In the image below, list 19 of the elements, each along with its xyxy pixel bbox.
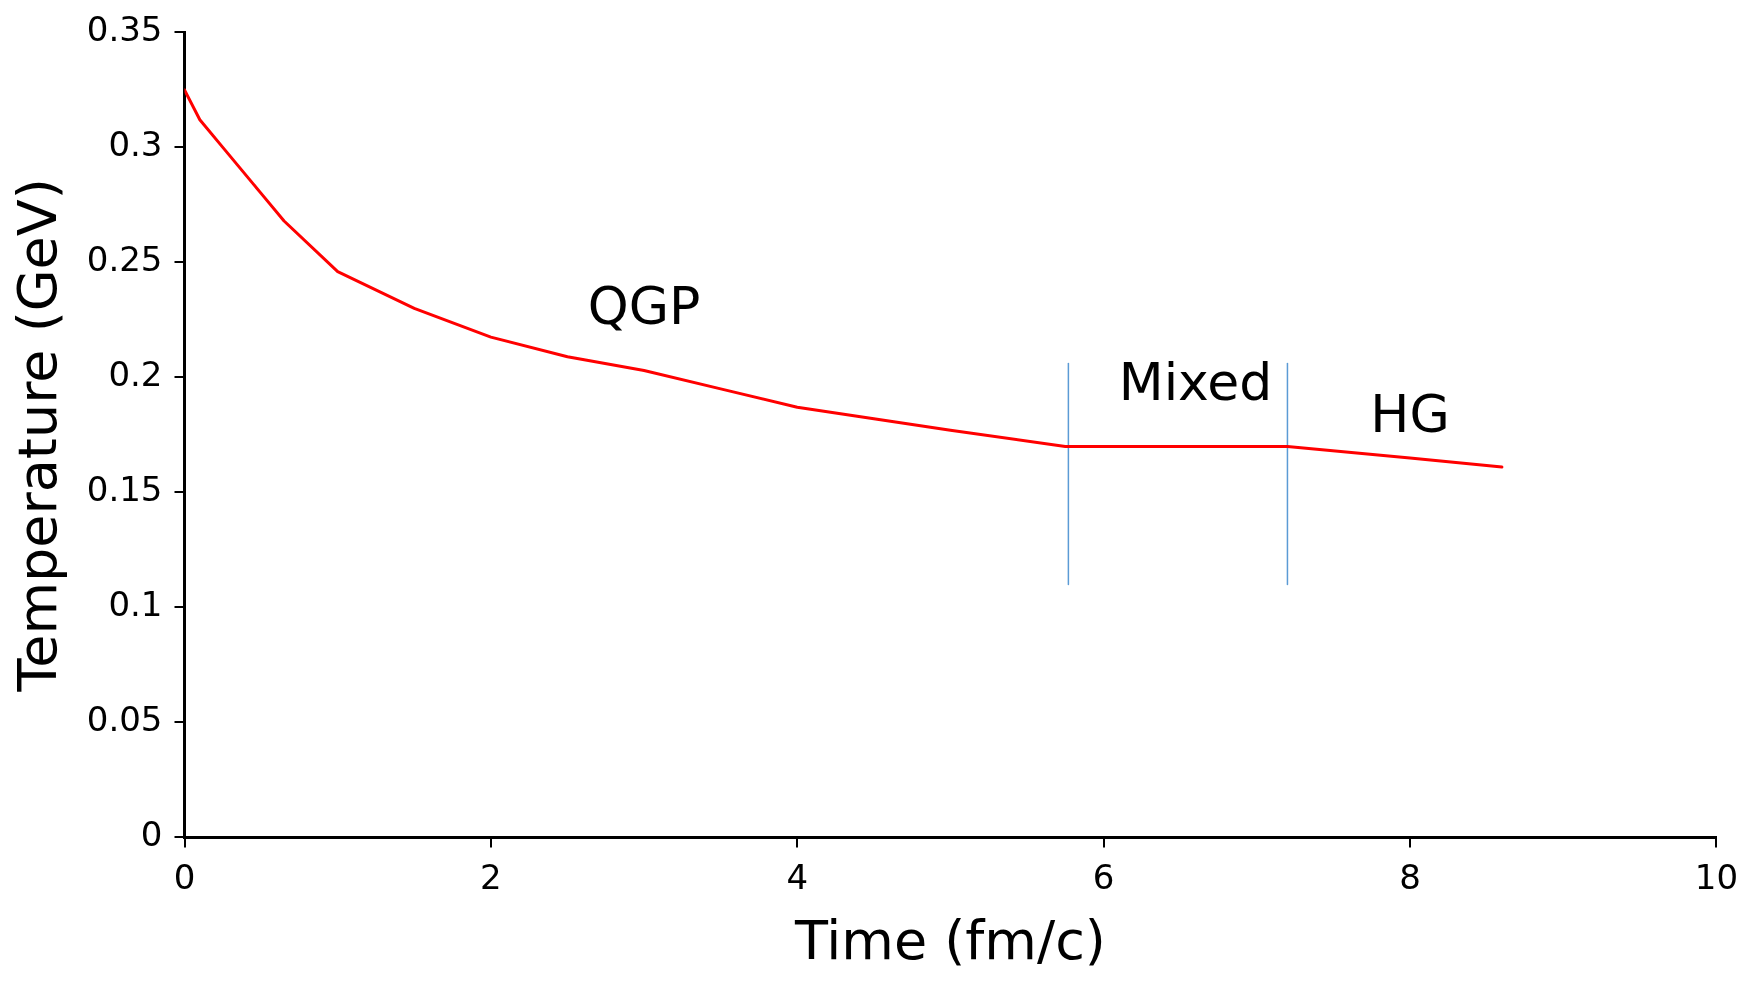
x-tick-label: 6 [1092, 856, 1115, 897]
y-tick-label: 0.3 [108, 124, 163, 165]
y-tick-label: 0.25 [86, 239, 163, 280]
x-tick-label: 4 [786, 856, 809, 897]
x-tick-label: 10 [1694, 856, 1738, 897]
y-tick-label: 0.2 [108, 354, 163, 395]
x-tick-label: 2 [480, 856, 502, 897]
x-tick-label: 8 [1399, 856, 1421, 897]
annotation: HG [1370, 384, 1450, 445]
annotation: Mixed [1118, 352, 1273, 413]
y-tick-label: 0.35 [86, 9, 163, 50]
y-tick-label: 0.15 [86, 469, 163, 510]
annotation: QGP [587, 275, 701, 336]
y-tick-label: 0.1 [108, 584, 163, 625]
x-tick-label: 0 [173, 856, 196, 897]
y-tick-label: 0.05 [86, 699, 163, 740]
x-axis-title: Time (fm/c) [793, 908, 1106, 972]
y-axis-title: Temperature (GeV) [6, 178, 70, 693]
y-tick-label: 0 [140, 814, 163, 855]
